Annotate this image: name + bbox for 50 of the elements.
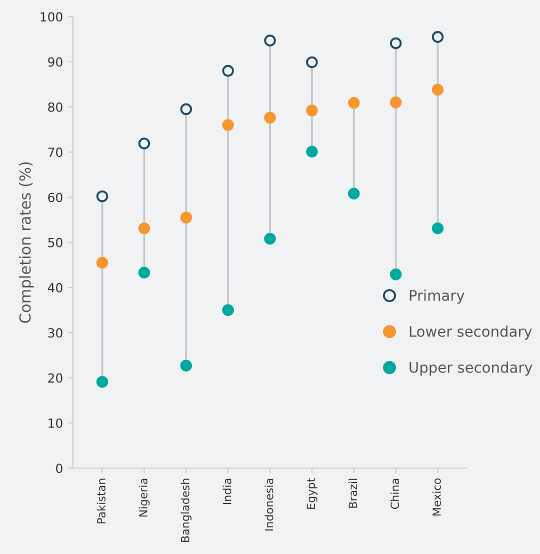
point	[180, 212, 192, 224]
x-tick-label: Brazil	[348, 478, 358, 508]
x-tick-label: Bangladesh	[180, 478, 192, 542]
point	[390, 96, 402, 108]
x-tick-label: Mexico	[432, 478, 441, 516]
point	[96, 256, 108, 269]
y-tick-label: 30	[48, 328, 62, 338]
point	[222, 304, 234, 316]
x-tick-label: Egypt	[306, 478, 318, 509]
point	[348, 188, 360, 200]
y-axis-title: Completion rates (%)	[18, 162, 34, 323]
point	[222, 119, 234, 131]
point	[264, 232, 276, 245]
y-tick-label: 10	[48, 418, 62, 428]
point	[222, 64, 234, 77]
legend-label: Lower secondary	[410, 326, 532, 340]
point	[96, 376, 108, 388]
point	[432, 84, 444, 96]
point	[390, 37, 402, 50]
point	[180, 103, 192, 116]
point	[138, 266, 150, 279]
y-tick-label: 100	[40, 12, 62, 22]
point	[180, 360, 192, 372]
point	[390, 268, 402, 280]
legend-label: Upper secondary	[410, 362, 532, 376]
x-tick-label: Nigeria	[138, 478, 150, 517]
point	[96, 190, 108, 202]
y-tick-label: 70	[48, 148, 62, 157]
point	[306, 104, 318, 116]
x-tick-label: China	[390, 478, 400, 509]
point	[432, 31, 444, 43]
point	[432, 222, 444, 234]
y-tick-label: 90	[48, 57, 62, 67]
point	[264, 34, 276, 46]
y-tick-label: 40	[48, 283, 62, 292]
point	[348, 96, 360, 109]
y-tick-label: 20	[48, 373, 62, 383]
y-tick-label: 60	[48, 192, 62, 202]
legend-label: Primary	[410, 290, 464, 304]
point	[138, 222, 150, 234]
point	[306, 146, 318, 158]
point	[138, 138, 150, 150]
x-tick-label: India	[222, 478, 232, 504]
x-tick-label: Indonesia	[264, 478, 274, 530]
y-tick-label: 80	[48, 102, 62, 112]
point	[306, 56, 318, 68]
y-tick-label: 0	[56, 464, 62, 474]
y-tick-label: 50	[48, 238, 62, 248]
point	[264, 112, 276, 124]
x-tick-label: Pakistan	[96, 478, 106, 524]
